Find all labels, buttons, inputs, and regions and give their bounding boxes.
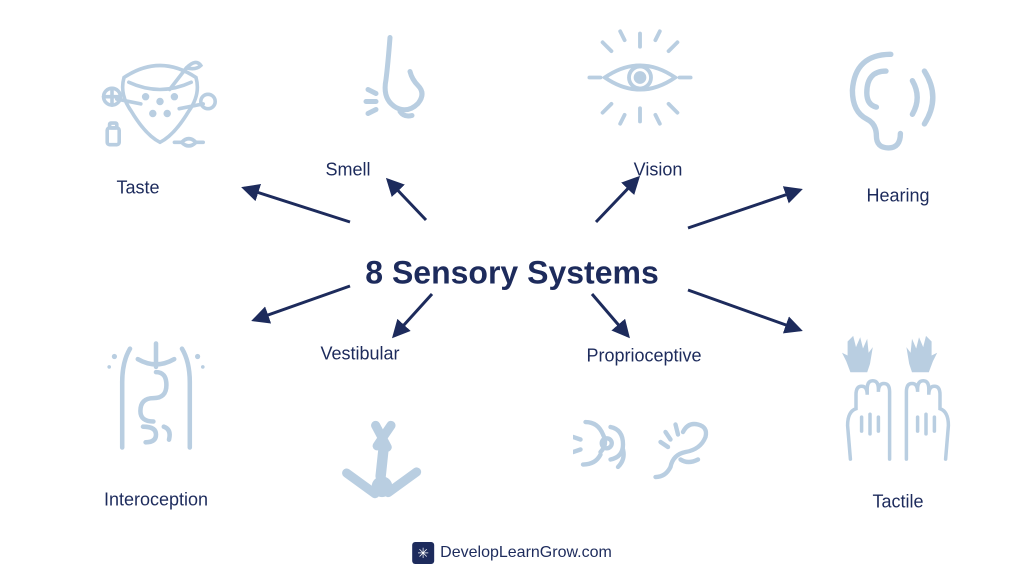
vestibular-icon <box>317 391 447 526</box>
vision-icon <box>585 23 695 138</box>
label-smell: Smell <box>325 160 370 181</box>
label-tactile: Tactile <box>872 492 923 513</box>
taste-icon <box>100 42 220 167</box>
proprioceptive-icon <box>573 395 723 510</box>
label-hearing: Hearing <box>866 186 929 207</box>
label-vision: Vision <box>634 160 683 181</box>
footer: ✳ DevelopLearnGrow.com <box>412 542 612 564</box>
label-vestibular: Vestibular <box>320 344 399 365</box>
label-taste: Taste <box>116 178 159 199</box>
smell-icon <box>346 30 446 135</box>
interoception-icon <box>91 331 221 466</box>
footer-logo-icon: ✳ <box>412 542 434 564</box>
footer-text: DevelopLearnGrow.com <box>440 544 612 562</box>
tactile-icon <box>828 328 968 473</box>
label-proprioceptive: Proprioceptive <box>586 346 701 367</box>
label-interoception: Interoception <box>104 490 208 511</box>
hearing-icon <box>826 38 946 163</box>
center-title: 8 Sensory Systems <box>365 255 659 292</box>
